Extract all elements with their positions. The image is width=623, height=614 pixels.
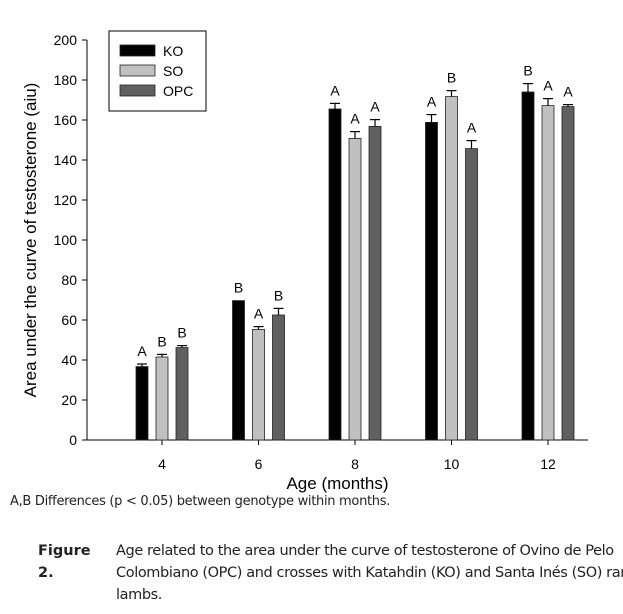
- significance-letter: A: [543, 78, 553, 94]
- y-tick-label: 180: [54, 72, 78, 88]
- significance-letter: A: [254, 306, 264, 322]
- legend-label: SO: [163, 63, 183, 79]
- y-tick-label: 140: [54, 152, 78, 168]
- legend-label: KO: [163, 43, 183, 59]
- x-tick-label: 8: [351, 456, 359, 472]
- bar-opc: [465, 148, 478, 441]
- significance-letter: B: [274, 287, 283, 303]
- bar-ko: [521, 91, 535, 441]
- y-tick-label: 20: [61, 392, 77, 408]
- bar-opc: [561, 106, 575, 441]
- legend-swatch-ko: [119, 44, 156, 57]
- significance-letter: A: [467, 120, 477, 136]
- significance-letter: B: [157, 333, 166, 349]
- significance-letter: A: [330, 82, 340, 98]
- bar-so: [348, 137, 362, 441]
- bar-so: [445, 96, 458, 441]
- bar-so: [252, 328, 265, 441]
- y-tick-label: 0: [69, 432, 77, 448]
- significance-letter: B: [447, 70, 456, 86]
- significance-letter: A: [563, 84, 573, 100]
- y-tick-label: 160: [54, 112, 78, 128]
- y-tick-label: 120: [54, 192, 78, 208]
- y-tick-label: 40: [61, 352, 77, 368]
- caption-text: Age related to the area under the curve …: [116, 543, 623, 603]
- bar-ko: [232, 300, 245, 441]
- y-tick-label: 60: [61, 312, 77, 328]
- bar-opc: [175, 347, 189, 441]
- bar-ko: [425, 122, 438, 441]
- y-axis-label: Area under the curve of testosterone (ai…: [21, 83, 40, 398]
- bar-so: [541, 105, 555, 441]
- y-tick-label: 200: [54, 32, 78, 48]
- y-tick-label: 100: [54, 232, 78, 248]
- caption-label: Figure 2.: [38, 543, 91, 581]
- x-tick-label: 6: [255, 456, 263, 472]
- bar-ko: [328, 108, 342, 441]
- bar-opc: [272, 314, 285, 441]
- significance-letter: B: [234, 280, 243, 296]
- significance-letter: A: [370, 99, 380, 115]
- significance-letter: B: [177, 325, 186, 341]
- x-tick-label: 12: [540, 456, 556, 472]
- legend-swatch-so: [119, 64, 156, 77]
- bar-chart: 0 20 40 60 80 100 120 140 160 180 200 4 6 8 10 12 Age (m…: [21, 30, 588, 493]
- significance-letter: A: [350, 111, 360, 127]
- significance-letter: B: [523, 63, 532, 79]
- y-tick-label: 80: [61, 272, 77, 288]
- x-tick-label: 4: [158, 456, 166, 472]
- bar-so: [155, 356, 169, 441]
- legend-swatch-opc: [119, 84, 156, 97]
- bar-opc: [368, 126, 382, 441]
- legend-label: OPC: [163, 83, 193, 99]
- significance-letter: A: [137, 343, 147, 359]
- significance-letter: A: [427, 94, 437, 110]
- x-tick-label: 10: [444, 456, 460, 472]
- bar-ko: [135, 366, 149, 441]
- significance-note: A,B Differences (p < 0.05) between genot…: [10, 494, 391, 509]
- x-axis-label: Age (months): [286, 474, 388, 493]
